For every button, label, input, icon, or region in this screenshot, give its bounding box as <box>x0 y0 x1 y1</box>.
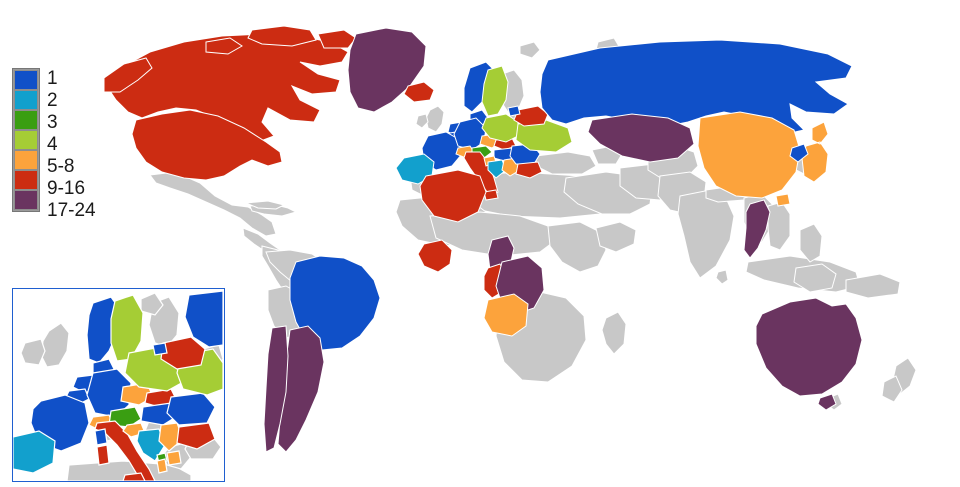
inset-land-uk <box>40 322 70 368</box>
legend-swatch-3 <box>14 110 38 130</box>
country-sicily <box>483 189 499 201</box>
legend-label-5: 5-8 <box>47 156 75 177</box>
inset-albania <box>156 458 168 474</box>
legend-swatch-7 <box>14 190 38 210</box>
land-turkey <box>535 151 597 175</box>
legend-swatch-6 <box>14 170 38 190</box>
country-thailand <box>743 199 771 259</box>
legend-label-4: 4 <box>47 134 58 155</box>
country-algeria <box>419 169 487 223</box>
inset-croatia <box>136 428 166 462</box>
land-nz-south <box>881 375 903 403</box>
country-poland <box>481 113 519 143</box>
countries-colored <box>103 25 863 453</box>
legend-swatch-column <box>12 68 40 212</box>
country-croatia <box>487 159 507 179</box>
inset-spain <box>13 430 56 474</box>
inset-bulgaria <box>176 422 216 450</box>
country-usa-alaska <box>103 57 153 93</box>
land-borneo <box>793 263 837 293</box>
europe-inset <box>12 288 225 482</box>
land-africa-horn <box>595 221 637 253</box>
land-philippines <box>799 223 823 263</box>
legend-label-3: 3 <box>47 112 58 133</box>
inset-land-ireland <box>20 338 46 366</box>
country-australia <box>755 297 863 397</box>
country-iceland <box>403 81 435 103</box>
country-germany <box>453 117 487 151</box>
land-cuba <box>245 200 286 210</box>
map-legend: 1 2 3 4 5-8 9-16 17-24 <box>12 68 96 222</box>
land-vietnam <box>767 201 791 251</box>
land-sri-lanka <box>715 269 729 285</box>
inset-serbia <box>158 422 184 452</box>
country-canada-islands <box>205 25 357 55</box>
legend-label-2: 2 <box>47 90 58 111</box>
land-africa-east <box>547 221 607 273</box>
inset-sicily <box>122 472 146 481</box>
legend-swatch-2 <box>14 90 38 110</box>
country-sweden <box>481 65 509 117</box>
inset-russia-kaliningrad <box>152 342 168 356</box>
inset-russia-north <box>184 290 224 348</box>
country-angola <box>483 293 529 337</box>
legend-label-column: 1 2 3 4 5-8 9-16 17-24 <box>47 68 96 222</box>
land-madagascar <box>601 311 627 355</box>
land-mexico <box>149 171 277 237</box>
country-ukraine <box>515 119 573 153</box>
inset-belarus <box>160 336 206 370</box>
country-russia <box>539 39 853 135</box>
land-ireland <box>415 113 429 129</box>
inset-romania <box>166 392 216 426</box>
legend-swatch-5 <box>14 150 38 170</box>
land-svalbard <box>519 41 541 59</box>
country-china-hainan <box>775 193 791 207</box>
country-usa <box>131 109 283 181</box>
legend-label-1: 1 <box>47 68 58 89</box>
country-north-korea <box>789 143 809 163</box>
legend-swatch-1 <box>14 70 38 90</box>
country-russia-kaliningrad <box>507 105 521 117</box>
europe-inset-map <box>13 290 224 481</box>
inset-macedonia <box>166 450 182 466</box>
land-africa-sahel <box>429 211 557 257</box>
legend-label-6: 9-16 <box>47 178 86 199</box>
country-japan <box>801 121 829 183</box>
country-australia-tasmania <box>817 393 837 411</box>
inset-countries-colored <box>13 290 224 481</box>
country-bulgaria <box>515 161 543 179</box>
country-kazakhstan <box>587 113 695 163</box>
land-uk <box>425 105 445 133</box>
country-brazil <box>289 255 381 351</box>
land-india <box>677 189 735 279</box>
country-china <box>697 111 801 199</box>
legend-label-7: 17-24 <box>47 200 96 221</box>
land-new-guinea <box>845 273 901 299</box>
country-cote-divoire <box>417 239 453 273</box>
country-belarus <box>513 105 549 127</box>
country-chile <box>263 325 289 453</box>
inset-sardinia <box>96 444 110 466</box>
legend-swatch-4 <box>14 130 38 150</box>
country-greenland <box>347 27 427 113</box>
inset-corsica <box>94 428 108 446</box>
